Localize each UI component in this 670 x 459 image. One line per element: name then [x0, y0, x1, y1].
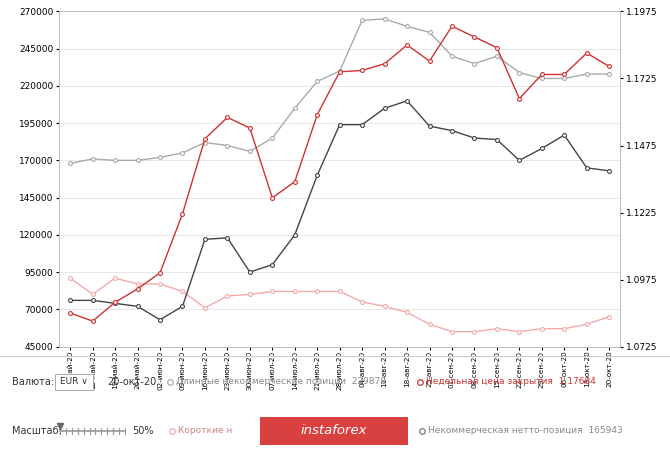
- Text: Недельная цена закрытия  1.17684: Недельная цена закрытия 1.17684: [426, 377, 596, 386]
- Text: EUR ∨: EUR ∨: [60, 377, 88, 386]
- Bar: [55, 374, 93, 390]
- Text: Некоммерческая нетто-позиция  165943: Некоммерческая нетто-позиция 165943: [428, 426, 622, 436]
- Text: instaforex: instaforex: [301, 425, 367, 437]
- Text: 50%: 50%: [132, 426, 153, 436]
- Text: Длинные некоммерческие позиции  229878: Длинные некоммерческие позиции 229878: [176, 377, 386, 386]
- Text: Валюта:: Валюта:: [12, 377, 54, 387]
- Text: Короткие н: Короткие н: [178, 426, 232, 436]
- Bar: [260, 417, 408, 445]
- Text: 20-окт-20: 20-окт-20: [107, 377, 156, 387]
- Text: Масштаб:: Масштаб:: [12, 426, 62, 436]
